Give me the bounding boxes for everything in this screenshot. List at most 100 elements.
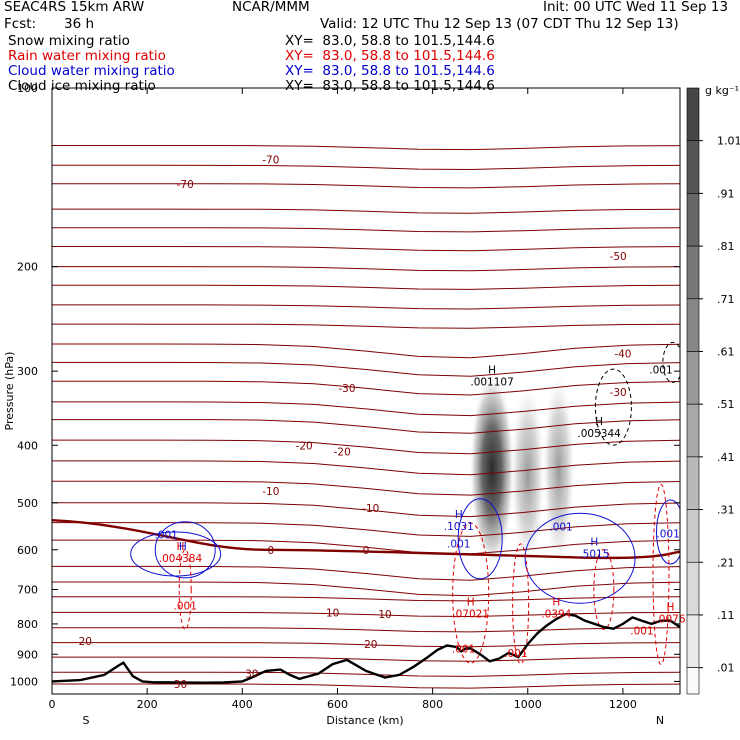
isotherm: [52, 208, 680, 214]
colorbar-swatch: [686, 403, 700, 458]
isotherm-label: 10: [326, 607, 339, 619]
model-title: SEAC4RS 15km ARW: [4, 0, 145, 15]
colorbar: 1.01 .91 .81 .71 .61 .51 .41 .31 .21 .11 .01: [686, 87, 740, 695]
y-tick-label: 500: [17, 497, 38, 510]
isotherm-label: -20: [334, 447, 351, 459]
snow-max-marker: H: [488, 365, 496, 377]
isotherm: [52, 565, 680, 581]
isotherm: [52, 439, 680, 455]
y-tick-label: 1000: [10, 675, 38, 688]
snow-core: [470, 374, 515, 565]
cloud-value-label: .5015: [579, 548, 609, 560]
cloud-value-label: .001: [447, 538, 470, 550]
x-tick-label: 400: [232, 698, 253, 711]
isotherm-label: 30: [245, 669, 258, 681]
colorbar-swatch: [686, 667, 700, 695]
cloud-value-label: .001: [656, 528, 679, 540]
cloud-water-contour: [655, 499, 680, 565]
y-tick-label: 200: [17, 261, 38, 274]
isotherm-label: 30: [174, 679, 187, 691]
rain-water-contour: [452, 522, 490, 664]
rain-max-marker: H: [667, 602, 675, 614]
isotherm-label: -30: [610, 387, 627, 399]
rain-value-label: .004384: [159, 553, 203, 565]
colorbar-swatch: [686, 509, 700, 563]
south-end-label: S: [83, 714, 90, 727]
rain-max-marker: H: [177, 541, 185, 553]
isotherm-label: 20: [79, 636, 92, 648]
y-tick-label: 900: [17, 648, 38, 661]
field-cloud-label: Cloud water mixing ratio: [8, 63, 175, 79]
x-tick-label: 800: [422, 698, 443, 711]
colorbar-swatch: [686, 298, 700, 352]
isotherm: [52, 627, 680, 633]
colorbar-label: .21: [717, 556, 735, 569]
rain-value-label: .001: [630, 625, 653, 637]
contour-labels: -70 -70 -50 -40 -30 -30 -20 -20 -10 -10 0 0 10 10 20 20…: [79, 155, 686, 691]
colorbar-label: 1.01: [717, 135, 740, 148]
colorbar-swatch: [686, 87, 700, 141]
rain-water-contours: [178, 483, 670, 665]
isotherm-label: -70: [177, 179, 194, 191]
y-tick-label: 300: [17, 365, 38, 378]
isotherm: [52, 227, 680, 233]
field-ice-label: Cloud ice mixing ratio: [8, 78, 156, 94]
colorbar-label: .71: [717, 293, 735, 306]
isotherm-label: -10: [262, 486, 279, 498]
isotherm: [52, 323, 680, 329]
isotherm: [52, 183, 680, 189]
colorbar-swatch: [686, 245, 700, 300]
x-tick-label: 0: [49, 698, 56, 711]
rain-max-marker: H: [552, 597, 560, 609]
x-tick-label: 1000: [514, 698, 542, 711]
x-tick-label: 1200: [609, 698, 637, 711]
isotherm: [52, 611, 680, 618]
isotherm-label: 20: [364, 639, 377, 651]
cloud-ice-contours: [594, 341, 680, 446]
rain-value-label: .0076: [655, 614, 685, 626]
isotherm: [52, 596, 680, 602]
center-label: NCAR/MMM: [232, 0, 310, 15]
isotherm: [52, 284, 680, 290]
isotherm: [52, 145, 680, 151]
field-ice-xy: XY= 83.0, 58.8 to 101.5,144.6: [285, 78, 495, 94]
isotherm: [52, 460, 680, 476]
ice-contour-label: .001: [649, 364, 672, 376]
isotherm: [52, 343, 680, 359]
fcst-label: Fcst:: [4, 16, 37, 32]
colorbar-label: .31: [717, 504, 735, 517]
ice-max-marker: H: [595, 416, 603, 428]
rain-water-contour: [178, 549, 192, 631]
colorbar-swatch: [686, 456, 700, 510]
isotherm-label: 0: [363, 545, 370, 557]
ice-value-label: .005344: [577, 428, 621, 440]
cloud-value-label: .001: [549, 521, 572, 533]
cloud-water-contours: [130, 498, 680, 604]
cloud-value-label: .001: [154, 529, 177, 541]
isotherm: [52, 671, 680, 677]
cloud-water-contour: [154, 521, 216, 579]
snow-shading: [470, 374, 575, 566]
x-axis-label: Distance (km): [326, 714, 403, 727]
isotherm-label: 0: [268, 545, 275, 557]
colorbar-swatch: [686, 351, 700, 405]
isotherm-label: -50: [610, 251, 627, 263]
terrain-profile: [52, 612, 680, 684]
isotherm: [52, 683, 680, 689]
x-tick-label: 200: [137, 698, 158, 711]
field-cloud-xy: XY= 83.0, 58.8 to 101.5,144.6: [285, 63, 495, 79]
isotherm: [52, 502, 680, 518]
isotherm: [52, 581, 680, 597]
isotherm-label: -30: [338, 383, 355, 395]
init-time: Init: 00 UTC Wed 11 Sep 13: [543, 0, 729, 15]
cloud-value-label: .1031: [444, 521, 474, 533]
axes: 0 200 400 600 800 1000 12001002003004005006007…: [10, 82, 680, 711]
cloud-water-contour: [457, 498, 503, 580]
x-tick-label: 600: [327, 698, 348, 711]
rain-water-contour: [512, 543, 530, 665]
colorbar-swatch: [686, 193, 700, 247]
isotherm-label: -10: [362, 503, 379, 515]
isotherm: [52, 656, 680, 662]
cloud-ice-contour: [594, 368, 632, 446]
